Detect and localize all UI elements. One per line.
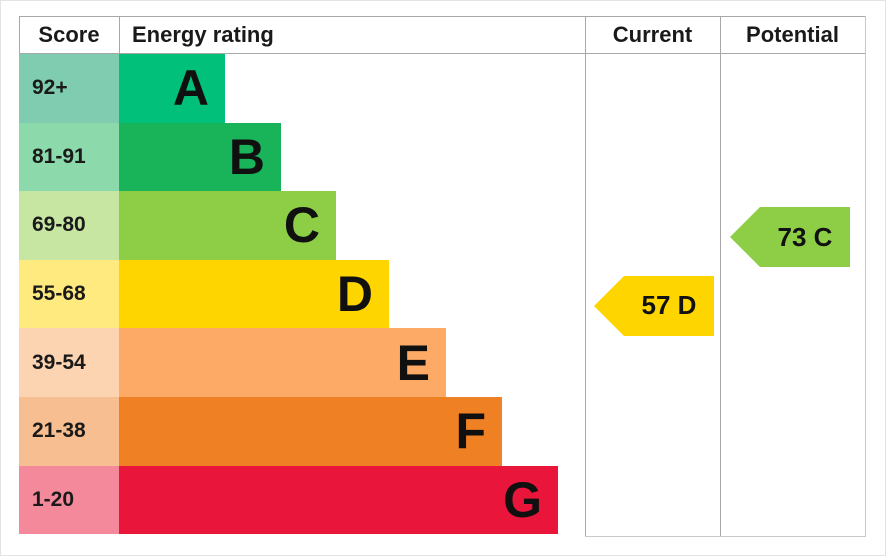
band-letter-g: G xyxy=(503,471,542,528)
band-row-a: 92+ A xyxy=(19,54,865,123)
current-rating-arrow: 57 D xyxy=(594,275,714,336)
potential-rating-value: 73 C xyxy=(760,207,850,268)
band-letter-b: B xyxy=(228,128,265,185)
band-letter-f: F xyxy=(455,403,486,460)
header-energy-rating: Energy rating xyxy=(132,22,274,47)
band-bar-f: F xyxy=(119,396,502,466)
band-letter-e: E xyxy=(396,334,430,391)
band-letter-d: D xyxy=(336,266,373,323)
potential-rating-arrow: 73 C xyxy=(730,207,850,268)
band-score-c: 69-80 xyxy=(19,191,119,260)
band-score-f: 21-38 xyxy=(19,396,119,466)
band-score-a: 92+ xyxy=(19,54,119,123)
left-arrow-tip-icon xyxy=(594,275,624,336)
band-row-c: 69-80 C xyxy=(19,191,865,260)
grid-line-potential-left xyxy=(720,16,721,536)
band-bar-b: B xyxy=(119,122,281,192)
grid-line-under-header xyxy=(19,53,866,54)
band-row-g: 1-20 G xyxy=(19,465,865,535)
band-score-e: 39-54 xyxy=(19,328,119,397)
band-score-d: 55-68 xyxy=(19,259,119,329)
left-arrow-tip-icon xyxy=(730,207,760,268)
grid-line-left xyxy=(19,16,20,53)
header-potential: Potential xyxy=(746,22,839,47)
band-score-g: 1-20 xyxy=(19,465,119,535)
band-bar-a: A xyxy=(119,54,225,123)
header-score: Score xyxy=(38,22,100,47)
band-letter-a: A xyxy=(172,60,209,117)
grid-line-right xyxy=(865,16,866,536)
band-bar-g: G xyxy=(119,465,558,535)
band-bar-d: D xyxy=(119,259,389,329)
band-row-b: 81-91 B xyxy=(19,122,865,192)
band-row-e: 39-54 E xyxy=(19,328,865,397)
band-letter-c: C xyxy=(283,197,320,254)
grid-line-score-divider xyxy=(119,16,120,53)
band-row-d: 55-68 D xyxy=(19,259,865,329)
grid-line-top xyxy=(19,16,866,17)
band-score-b: 81-91 xyxy=(19,122,119,192)
current-rating-value: 57 D xyxy=(624,275,714,336)
header-current: Current xyxy=(612,22,693,47)
band-bar-c: C xyxy=(119,191,336,260)
band-row-f: 21-38 F xyxy=(19,396,865,466)
band-bar-e: E xyxy=(119,328,446,397)
band-rows: 92+ A 81-91 B 69-80 C 55-68 D 39-54 E 21… xyxy=(19,54,865,535)
grid-line-current-left xyxy=(585,16,586,536)
grid-line-bottom xyxy=(585,536,866,537)
